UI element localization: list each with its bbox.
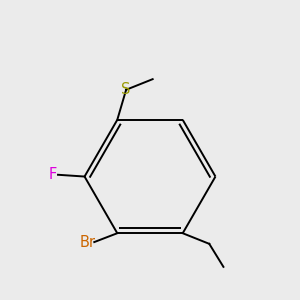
Text: F: F [49, 167, 57, 182]
Text: Br: Br [79, 235, 95, 250]
Text: S: S [122, 82, 131, 97]
